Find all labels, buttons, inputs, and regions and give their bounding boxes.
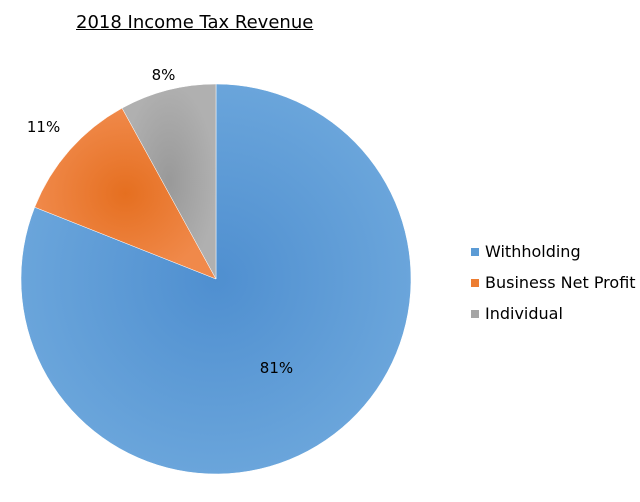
legend-label-withholding: Withholding: [485, 242, 581, 261]
pie-slice-individual: [121, 83, 217, 280]
legend-item-individual: Individual: [471, 298, 636, 329]
legend-swatch-individual: [471, 309, 479, 318]
legend-swatch-withholding: [471, 247, 479, 256]
data-label-withholding: 81%: [259, 358, 294, 377]
legend-item-business-net-profit: Business Net Profit: [471, 267, 636, 298]
legend-swatch-business-net-profit: [471, 278, 479, 287]
chart-title: 2018 Income Tax Revenue: [76, 12, 314, 33]
legend: Withholding Business Net Profit Individu…: [471, 236, 636, 329]
legend-item-withholding: Withholding: [471, 236, 636, 267]
legend-label-business-net-profit: Business Net Profit: [485, 273, 636, 292]
pie-slice-business-net-profit: [34, 107, 217, 280]
legend-label-individual: Individual: [485, 304, 563, 323]
data-label-business-net-profit: 11%: [26, 117, 61, 136]
data-label-individual: 8%: [151, 66, 176, 85]
